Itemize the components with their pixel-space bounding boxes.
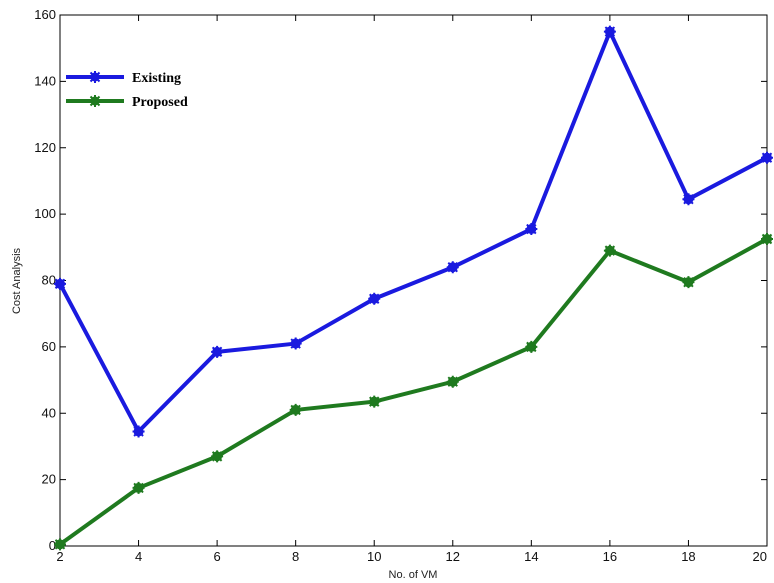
- data-point-proposed: [761, 233, 773, 246]
- legend-marker: [89, 95, 101, 107]
- x-tick-label: 16: [603, 549, 617, 564]
- data-point-existing: [289, 337, 302, 350]
- series-line-proposed: [58, 237, 768, 546]
- legend-marker: [89, 71, 101, 83]
- data-point-existing: [682, 193, 695, 206]
- x-tick-label: 4: [135, 549, 142, 564]
- legend-label: Proposed: [132, 95, 188, 110]
- x-axis-label: No. of VM: [389, 569, 438, 581]
- y-tick-label: 80: [42, 273, 56, 288]
- x-tick-label: 10: [367, 549, 381, 564]
- y-tick-label: 40: [42, 405, 56, 420]
- data-point-existing: [132, 425, 145, 438]
- data-point-proposed: [368, 395, 381, 408]
- y-tick-label: 0: [49, 538, 56, 553]
- x-tick-label: 2: [56, 549, 63, 564]
- data-point-existing: [761, 151, 773, 164]
- data-point-proposed: [603, 244, 616, 257]
- legend-item-existing: Existing: [66, 71, 181, 86]
- y-tick-label: 100: [34, 206, 56, 221]
- y-tick-label: 60: [42, 339, 56, 354]
- data-point-existing: [446, 261, 459, 274]
- y-axis-label: Cost Analysis: [11, 247, 23, 314]
- data-point-existing: [603, 25, 616, 38]
- data-point-proposed: [211, 450, 224, 463]
- data-point-proposed: [525, 340, 538, 353]
- data-point-proposed: [132, 481, 145, 494]
- legend-item-proposed: Proposed: [66, 95, 188, 110]
- y-tick-label: 20: [42, 472, 56, 487]
- plot-area: [59, 14, 768, 547]
- x-axis: 2 4 6 8 10 12 14 16 18 20: [56, 15, 768, 564]
- legend: Existing Proposed: [66, 71, 188, 110]
- y-tick-label: 140: [34, 73, 56, 88]
- x-tick-label: 14: [524, 549, 538, 564]
- data-point-proposed: [289, 403, 302, 416]
- data-point-proposed: [682, 276, 695, 289]
- y-axis: 0 20 40 60 80 100 120 140 160: [34, 7, 767, 553]
- data-point-proposed: [54, 538, 66, 551]
- series-layer: [54, 25, 773, 551]
- x-tick-label: 12: [446, 549, 460, 564]
- x-tick-label: 8: [292, 549, 299, 564]
- x-tick-label: 20: [753, 549, 767, 564]
- x-tick-label: 18: [681, 549, 695, 564]
- y-tick-label: 160: [34, 7, 56, 22]
- data-point-existing: [211, 345, 224, 358]
- series-line-existing: [58, 29, 768, 434]
- legend-label: Existing: [132, 71, 181, 86]
- data-point-existing: [368, 292, 381, 305]
- data-point-existing: [525, 223, 538, 236]
- x-tick-label: 6: [213, 549, 220, 564]
- data-point-proposed: [446, 375, 459, 388]
- y-tick-label: 120: [34, 140, 56, 155]
- data-point-existing: [54, 277, 66, 290]
